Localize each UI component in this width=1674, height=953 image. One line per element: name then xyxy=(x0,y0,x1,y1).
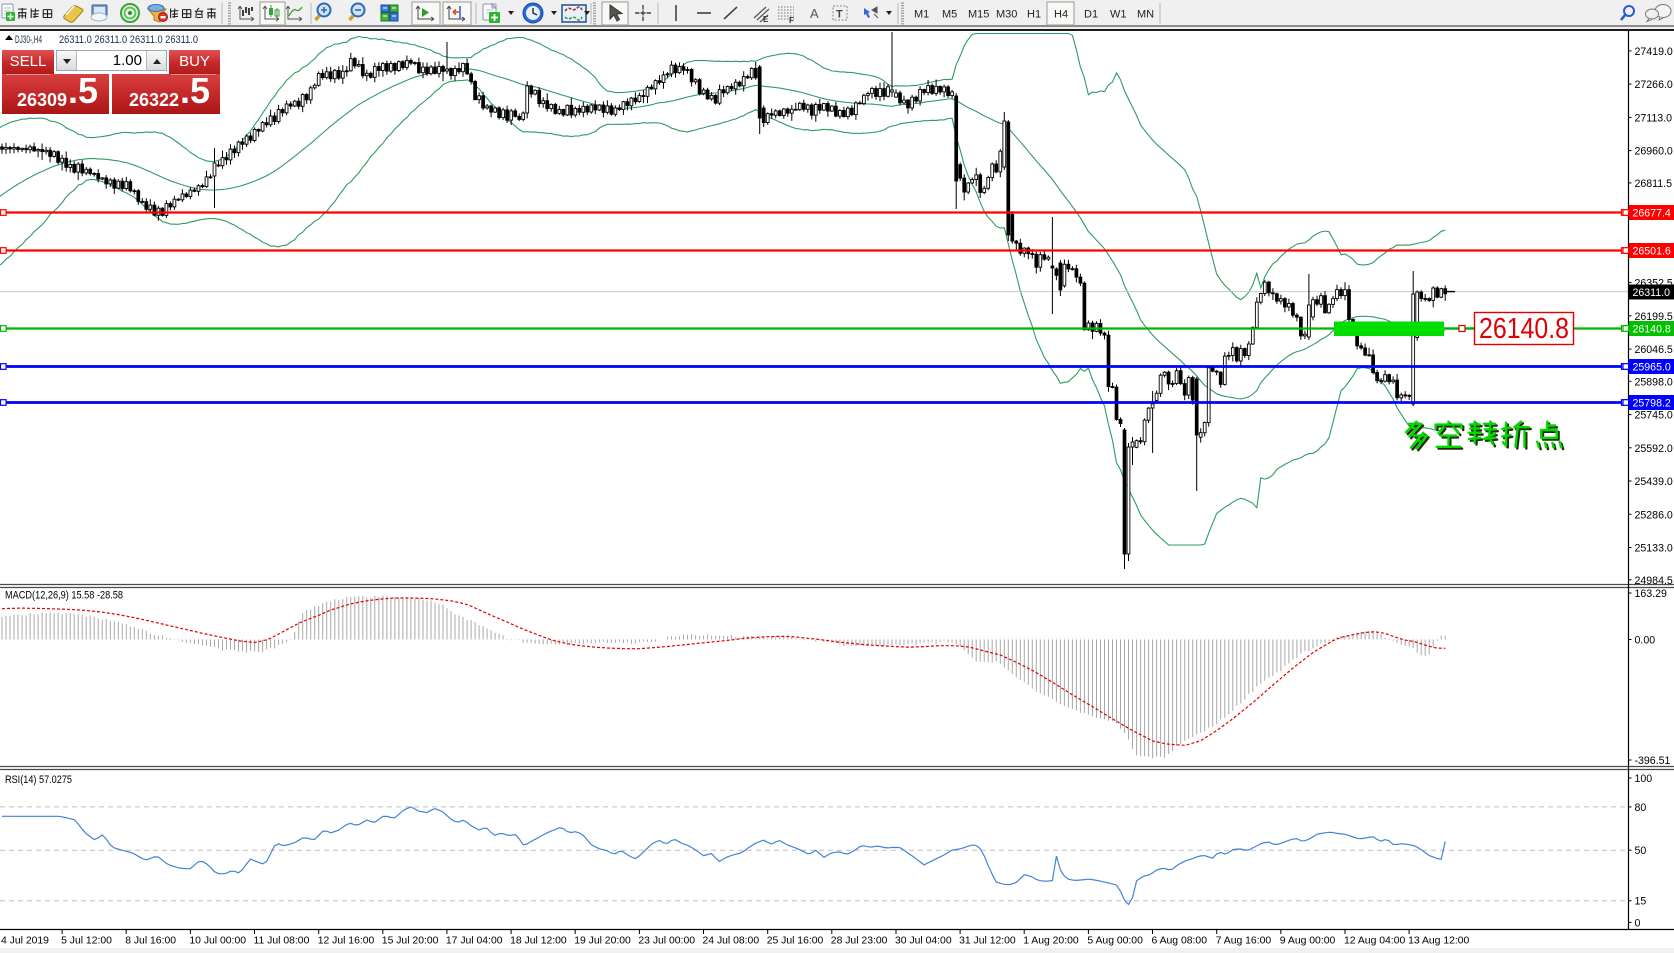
svg-text:26811.5: 26811.5 xyxy=(1635,178,1673,190)
svg-text:31 Jul 12:00: 31 Jul 12:00 xyxy=(959,936,1016,947)
svg-text:23 Jul 00:00: 23 Jul 00:00 xyxy=(638,936,695,947)
svg-text:25745.0: 25745.0 xyxy=(1635,410,1673,422)
svg-text:27419.0: 27419.0 xyxy=(1635,46,1673,58)
svg-text:25 Jul 16:00: 25 Jul 16:00 xyxy=(767,936,824,947)
svg-text:26311.0: 26311.0 xyxy=(1633,287,1671,299)
svg-text:30 Jul 04:00: 30 Jul 04:00 xyxy=(895,936,952,947)
svg-text:9 Aug 00:00: 9 Aug 00:00 xyxy=(1280,936,1336,947)
svg-text:A: A xyxy=(810,6,819,21)
svg-text:25592.0: 25592.0 xyxy=(1635,443,1673,455)
svg-text:100: 100 xyxy=(1635,773,1653,785)
svg-text:H4: H4 xyxy=(1054,9,1068,21)
svg-text:MN: MN xyxy=(1137,9,1154,21)
svg-text:4 Jul 2019: 4 Jul 2019 xyxy=(1,936,49,947)
svg-text:M15: M15 xyxy=(968,9,989,21)
svg-text:163.29: 163.29 xyxy=(1635,588,1668,600)
svg-text:25898.0: 25898.0 xyxy=(1635,376,1673,388)
svg-text:12 Aug 04:00: 12 Aug 04:00 xyxy=(1344,936,1405,947)
svg-text:18 Jul 12:00: 18 Jul 12:00 xyxy=(510,936,567,947)
svg-text:25133.0: 25133.0 xyxy=(1635,543,1673,555)
svg-text:26677.4: 26677.4 xyxy=(1633,208,1671,220)
svg-text:25439.0: 25439.0 xyxy=(1635,476,1673,488)
svg-text:24984.5: 24984.5 xyxy=(1635,575,1673,587)
svg-text:M30: M30 xyxy=(996,9,1017,21)
svg-text:15: 15 xyxy=(1635,896,1647,908)
svg-text:RSI(14) 57.0275: RSI(14) 57.0275 xyxy=(5,774,72,786)
svg-text:M5: M5 xyxy=(942,9,957,21)
svg-text:0.00: 0.00 xyxy=(1635,635,1656,647)
svg-text:26501.6: 26501.6 xyxy=(1633,246,1671,258)
svg-text:24 Jul 08:00: 24 Jul 08:00 xyxy=(703,936,760,947)
svg-text:DJ30-,H4: DJ30-,H4 xyxy=(15,34,42,46)
svg-text:25286.0: 25286.0 xyxy=(1635,509,1673,521)
svg-text:D1: D1 xyxy=(1084,9,1098,21)
svg-text:E: E xyxy=(763,15,769,24)
svg-text:5 Jul 12:00: 5 Jul 12:00 xyxy=(61,936,112,947)
svg-text:0: 0 xyxy=(1635,917,1641,929)
svg-text:80: 80 xyxy=(1635,802,1647,814)
svg-text:-396.51: -396.51 xyxy=(1635,755,1671,767)
svg-text:27266.0: 27266.0 xyxy=(1635,79,1673,91)
svg-text:19 Jul 20:00: 19 Jul 20:00 xyxy=(574,936,631,947)
svg-text:6 Aug 08:00: 6 Aug 08:00 xyxy=(1152,936,1208,947)
svg-text:13 Aug 12:00: 13 Aug 12:00 xyxy=(1408,936,1469,947)
svg-text:25965.0: 25965.0 xyxy=(1633,362,1671,374)
svg-text:W1: W1 xyxy=(1110,9,1127,21)
svg-text:15 Jul 20:00: 15 Jul 20:00 xyxy=(382,936,439,947)
svg-text:50: 50 xyxy=(1635,845,1647,857)
svg-text:10 Jul 00:00: 10 Jul 00:00 xyxy=(189,936,246,947)
svg-text:26046.5: 26046.5 xyxy=(1635,344,1673,356)
svg-text:27113.0: 27113.0 xyxy=(1635,112,1673,124)
svg-text:8 Jul 16:00: 8 Jul 16:00 xyxy=(125,936,176,947)
svg-text:1 Aug 20:00: 1 Aug 20:00 xyxy=(1023,936,1079,947)
svg-text:26140.8: 26140.8 xyxy=(1633,324,1671,336)
svg-text:7 Aug 16:00: 7 Aug 16:00 xyxy=(1216,936,1272,947)
svg-text:12 Jul 16:00: 12 Jul 16:00 xyxy=(318,936,375,947)
svg-text:26960.0: 26960.0 xyxy=(1635,146,1673,158)
svg-text:25798.2: 25798.2 xyxy=(1633,398,1671,410)
svg-text:11 Jul 08:00: 11 Jul 08:00 xyxy=(254,936,310,947)
svg-text:H1: H1 xyxy=(1027,9,1041,21)
svg-text:M1: M1 xyxy=(914,9,929,21)
svg-text:F: F xyxy=(789,16,794,25)
svg-text:26311.0 26311.0 26311.0 26311.: 26311.0 26311.0 26311.0 26311.0 xyxy=(59,34,198,46)
svg-text:17 Jul 04:00: 17 Jul 04:00 xyxy=(446,936,503,947)
svg-text:26140.8: 26140.8 xyxy=(1479,313,1569,345)
svg-text:MACD(12,26,9) 15.58 -28.58: MACD(12,26,9) 15.58 -28.58 xyxy=(5,590,123,602)
svg-text:28 Jul 23:00: 28 Jul 23:00 xyxy=(831,936,888,947)
svg-text:T: T xyxy=(836,9,843,21)
svg-text:5 Aug 00:00: 5 Aug 00:00 xyxy=(1087,936,1143,947)
svg-text:26199.5: 26199.5 xyxy=(1635,311,1673,323)
